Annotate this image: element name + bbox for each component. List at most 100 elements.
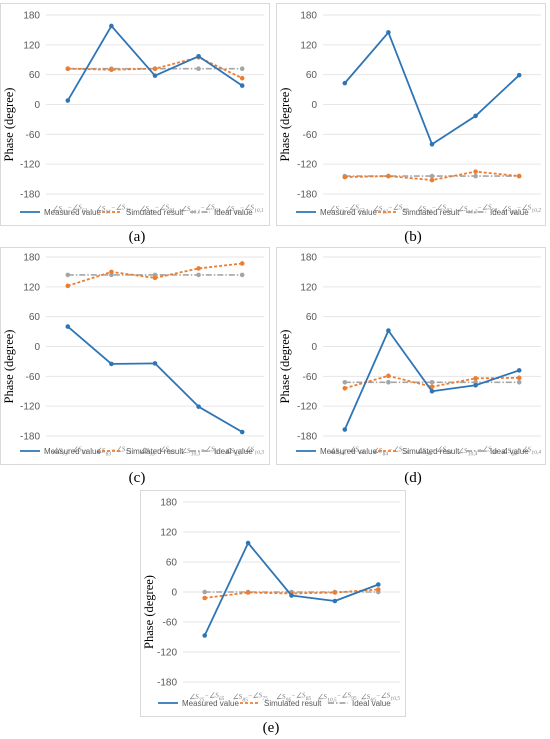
data-point-simulated (429, 384, 435, 390)
data-point-simulated (65, 283, 71, 289)
data-point-simulated (429, 177, 435, 183)
y-tick-label: 180 (300, 253, 317, 264)
legend-label-simulated: Simulated result (126, 447, 184, 456)
legend-label-measured: Measured value (182, 699, 239, 708)
data-point-ideal (239, 272, 245, 278)
data-point-measured (196, 53, 201, 59)
chart-frame (0, 247, 270, 465)
data-point-simulated (516, 173, 522, 179)
y-tick-label: -180 (20, 432, 40, 443)
y-tick-label: -60 (26, 372, 41, 383)
chart-panel-2: 180 120 60 0 -60 -120 -180 Phase (degree) ∠S72−∠… (276, 3, 546, 245)
y-tick-label: 180 (23, 11, 40, 22)
data-point-measured (196, 404, 201, 409)
data-point-measured (152, 73, 158, 78)
x-tick-label: ∠S65−∠S10,5 (360, 691, 400, 705)
panel-label: (e) (263, 720, 280, 736)
y-axis-label: Phase (degree) (142, 575, 156, 649)
data-point-ideal (429, 380, 435, 385)
data-point-measured (239, 83, 245, 88)
y-axis-label: Phase (degree) (2, 330, 16, 404)
y-axis-label: Phase (degree) (2, 88, 16, 162)
data-point-measured (202, 633, 207, 638)
y-axis-label: Phase (degree) (278, 88, 292, 162)
y-tick-label: 60 (29, 312, 41, 323)
legend-label-simulated: Simulated result (402, 208, 460, 217)
data-point-simulated (245, 590, 251, 595)
y-tick-label: -120 (297, 160, 317, 171)
x-tick-label: ∠S91−∠S81 (139, 203, 175, 216)
legend-label-ideal: Ideal value (490, 447, 529, 456)
data-point-ideal (202, 589, 207, 595)
data-point-simulated (473, 169, 478, 174)
legend-label-ideal: Ideal value (214, 447, 253, 456)
legend-label-measured: Measured value (44, 208, 101, 217)
data-point-measured (342, 427, 348, 432)
data-point-measured (239, 429, 245, 435)
y-tick-label: -120 (20, 402, 40, 413)
x-tick-label: ∠S10,3−∠S93 (181, 445, 221, 459)
y-tick-label: 120 (300, 40, 317, 51)
y-tick-label: -180 (157, 678, 177, 689)
data-point-simulated (342, 174, 348, 180)
data-point-measured (473, 382, 478, 388)
y-tick-label: -180 (297, 432, 317, 443)
legend-label-ideal: Ideal value (490, 208, 529, 217)
data-point-measured (429, 141, 435, 147)
data-point-simulated (516, 375, 522, 381)
x-tick-label: ∠S95−∠S85 (275, 691, 311, 704)
panel-label: (c) (129, 470, 146, 486)
data-point-ideal (386, 380, 391, 385)
y-tick-label: 180 (23, 253, 40, 264)
y-tick-label: 60 (29, 70, 41, 81)
y-tick-label: 120 (160, 528, 177, 539)
data-point-ideal (429, 173, 435, 179)
y-tick-label: -60 (303, 372, 318, 383)
legend-label-simulated: Simulated result (264, 699, 322, 708)
x-tick-label: ∠S64−∠S10,4 (501, 445, 541, 459)
data-point-measured (245, 540, 251, 546)
data-point-measured (289, 593, 294, 598)
y-tick-label: 120 (23, 40, 40, 51)
y-tick-label: -60 (303, 130, 318, 141)
y-tick-label: 180 (160, 498, 177, 509)
data-point-measured (386, 328, 391, 333)
chart-panel-5: 180 120 60 0 -60 -120 -180 Phase (degree) ∠S75−∠… (140, 490, 406, 736)
y-tick-label: -180 (297, 190, 317, 201)
legend-label-simulated: Simulated result (126, 208, 184, 217)
y-tick-label: 60 (166, 558, 178, 569)
y-tick-label: 0 (171, 588, 177, 599)
x-tick-label: ∠S72−∠S62 (329, 203, 365, 216)
data-point-measured (65, 98, 71, 103)
series-line-simulated (67, 262, 243, 287)
x-tick-label: ∠S85−∠S75 (232, 691, 268, 704)
legend-label-ideal: Ideal value (352, 699, 391, 708)
panel-label: (b) (404, 229, 422, 245)
data-point-simulated (386, 173, 391, 179)
x-tick-label: ∠S93−∠S83 (139, 445, 175, 458)
data-point-measured (152, 361, 158, 366)
data-point-measured (65, 324, 71, 329)
data-point-ideal (516, 380, 522, 385)
x-tick-label: ∠S92−∠S82 (416, 203, 452, 216)
chart-frame (276, 3, 546, 226)
legend-label-measured: Measured value (44, 447, 101, 456)
data-point-simulated (109, 269, 114, 275)
data-point-ideal (65, 272, 71, 278)
data-point-simulated (386, 373, 391, 379)
x-tick-label: ∠S62−∠S10,2 (501, 203, 541, 217)
legend-label-ideal: Ideal value (214, 208, 253, 217)
data-point-measured (386, 30, 391, 35)
legend-label-measured: Measured value (320, 447, 377, 456)
x-tick-label: ∠S84−∠S74 (372, 445, 408, 458)
chart-panel-3: 180 120 60 0 -60 -120 -180 Phase (degree) ∠S73−∠… (0, 247, 270, 486)
chart-frame (140, 490, 406, 717)
data-point-measured (473, 113, 478, 119)
y-tick-label: -180 (20, 190, 40, 201)
data-point-measured (109, 361, 114, 367)
y-tick-label: 0 (311, 342, 317, 353)
data-point-measured (376, 582, 381, 587)
chart-frame (0, 3, 270, 226)
data-point-measured (516, 72, 522, 78)
